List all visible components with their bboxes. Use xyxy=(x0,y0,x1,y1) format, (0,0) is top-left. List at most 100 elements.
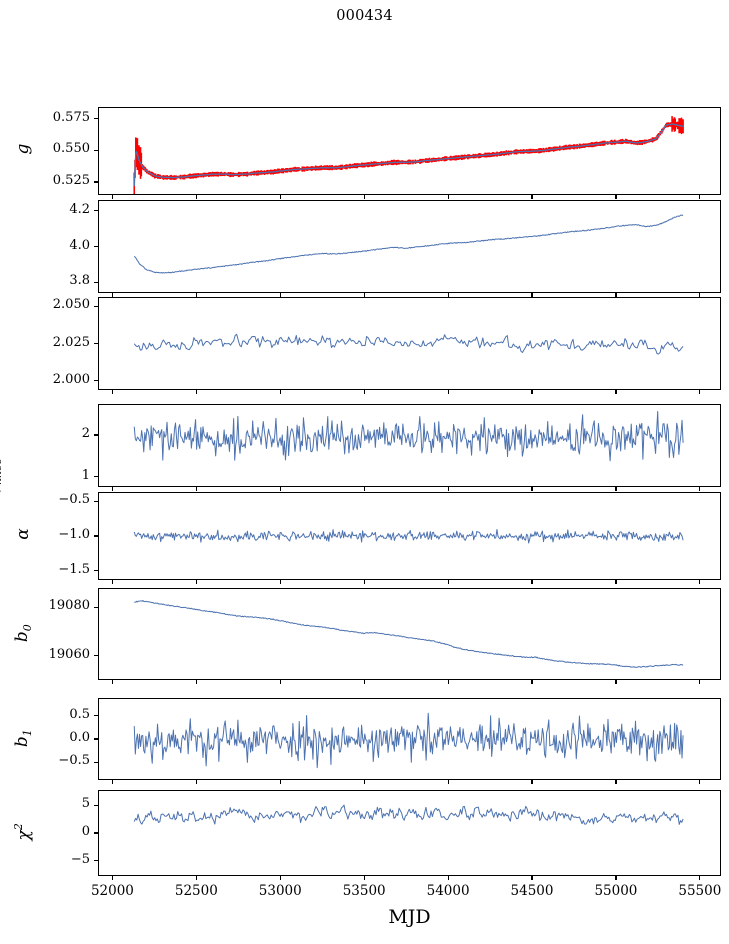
y-tick-mark xyxy=(94,606,98,608)
y-tick-mark xyxy=(94,181,98,183)
y-tick-label: 0.5 xyxy=(69,706,90,722)
x-tick-mark xyxy=(363,293,365,297)
x-axis-label: MJD xyxy=(388,906,431,928)
panel-plot-area-6 xyxy=(134,600,684,668)
x-tick-mark xyxy=(447,487,449,491)
y-tick-label: 3.8 xyxy=(69,273,90,289)
y-tick-mark xyxy=(94,655,98,657)
x-tick-mark xyxy=(195,876,197,880)
y-tick-label: 19060 xyxy=(48,646,90,662)
y-tick-mark xyxy=(94,305,98,307)
y-tick-mark xyxy=(94,738,98,740)
x-tick-mark xyxy=(195,293,197,297)
plot-panel-3 xyxy=(98,297,721,390)
y-tick-label: 2.000 xyxy=(52,371,90,387)
data-line-panel-4 xyxy=(133,411,684,462)
x-tick-label: 52000 xyxy=(90,883,134,899)
x-tick-mark xyxy=(615,780,617,784)
figure-title: 000434 xyxy=(336,8,393,24)
x-tick-mark xyxy=(531,780,533,784)
y-tick-label: 0.575 xyxy=(52,109,90,125)
x-tick-mark xyxy=(363,680,365,684)
data-line-panel-3 xyxy=(133,333,684,355)
panel-plot-area-4 xyxy=(133,411,684,462)
y-tick-label: 1 xyxy=(81,467,90,483)
y-tick-mark xyxy=(94,380,98,382)
y-tick-mark xyxy=(94,570,98,572)
x-tick-mark xyxy=(195,390,197,394)
x-tick-mark xyxy=(279,680,281,684)
panel-plot-area-2 xyxy=(133,214,684,274)
x-tick-label: 53000 xyxy=(258,883,302,899)
x-tick-mark xyxy=(111,487,113,491)
x-tick-mark xyxy=(447,580,449,584)
x-tick-mark xyxy=(195,195,197,199)
y-tick-mark xyxy=(94,715,98,717)
x-tick-mark xyxy=(447,390,449,394)
panel-plot-area-1 xyxy=(133,116,684,194)
x-tick-mark xyxy=(447,876,449,880)
x-tick-mark xyxy=(279,293,281,297)
x-tick-mark xyxy=(111,390,113,394)
plot-panel-2 xyxy=(98,200,721,293)
x-tick-label: 52500 xyxy=(174,883,218,899)
x-tick-mark xyxy=(699,390,701,394)
y-tick-label: 19080 xyxy=(48,598,90,614)
x-tick-mark xyxy=(615,293,617,297)
y-tick-mark xyxy=(94,210,98,212)
x-tick-mark xyxy=(279,580,281,584)
x-tick-mark xyxy=(531,487,533,491)
x-tick-mark xyxy=(111,293,113,297)
x-tick-mark xyxy=(363,780,365,784)
y-tick-mark xyxy=(94,245,98,248)
y-tick-mark xyxy=(94,476,98,478)
y-tick-label: −0.5 xyxy=(58,753,90,769)
y-tick-label: −5 xyxy=(70,851,90,867)
y-tick-mark xyxy=(94,500,98,502)
x-tick-mark xyxy=(279,195,281,199)
errorbar-markers-red xyxy=(133,116,684,194)
x-tick-mark xyxy=(615,680,617,684)
x-tick-label: 55000 xyxy=(594,883,638,899)
x-tick-mark xyxy=(363,487,365,491)
y-tick-mark xyxy=(94,860,98,862)
y-tick-label: 2.050 xyxy=(52,297,90,313)
x-tick-mark xyxy=(111,580,113,584)
x-tick-mark xyxy=(447,680,449,684)
y-tick-mark xyxy=(94,535,98,537)
x-tick-mark xyxy=(531,580,533,584)
x-tick-mark xyxy=(111,780,113,784)
y-tick-mark xyxy=(94,118,98,120)
y-tick-label: 0 xyxy=(81,824,90,839)
x-tick-mark xyxy=(279,487,281,491)
x-tick-mark xyxy=(699,780,701,784)
x-tick-mark xyxy=(615,195,617,199)
x-tick-mark xyxy=(111,876,113,880)
data-line-panel-1 xyxy=(133,123,684,187)
data-line-panel-2 xyxy=(133,214,684,274)
plot-panel-6 xyxy=(98,588,721,680)
x-tick-mark xyxy=(531,680,533,684)
x-tick-mark xyxy=(447,195,449,199)
plot-panel-8 xyxy=(98,790,721,876)
y-tick-label: 2.025 xyxy=(52,334,90,350)
plot-panel-5 xyxy=(98,492,721,580)
y-tick-label: 4.0 xyxy=(69,237,90,253)
x-tick-mark xyxy=(279,780,281,784)
x-tick-mark xyxy=(279,390,281,394)
x-tick-mark xyxy=(531,876,533,880)
y-tick-label: −1.0 xyxy=(58,527,90,542)
plot-panel-4 xyxy=(98,404,721,487)
panel-plot-area-8 xyxy=(133,804,684,825)
y-tick-label: 2 xyxy=(81,426,90,442)
x-tick-mark xyxy=(363,580,365,584)
x-tick-label: 53500 xyxy=(342,883,386,899)
y-tick-mark xyxy=(94,342,98,345)
data-line-panel-7 xyxy=(133,712,684,769)
x-tick-mark xyxy=(615,390,617,394)
x-tick-mark xyxy=(195,680,197,684)
data-line-panel-5 xyxy=(133,528,684,544)
x-tick-label: 55500 xyxy=(678,883,722,899)
panel-plot-area-3 xyxy=(133,333,684,355)
